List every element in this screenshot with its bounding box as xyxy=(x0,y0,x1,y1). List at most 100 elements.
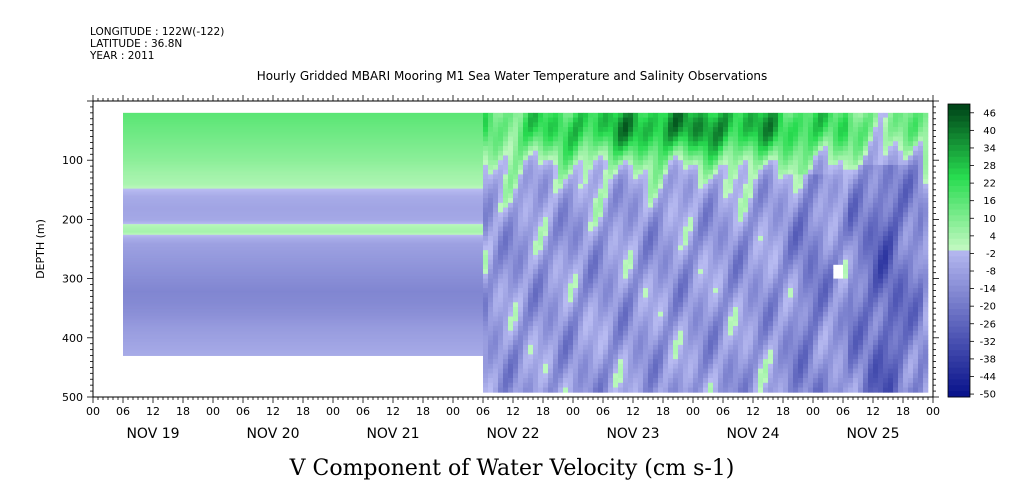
heatmap-cell xyxy=(663,349,669,355)
heatmap-cell xyxy=(788,127,794,133)
heatmap-cell xyxy=(688,368,694,374)
heatmap-cell xyxy=(813,269,819,275)
heatmap-cell xyxy=(573,297,579,303)
heatmap-cell xyxy=(793,164,799,171)
heatmap-cell xyxy=(813,330,819,336)
heatmap-cell xyxy=(508,250,514,256)
heatmap-cell xyxy=(793,363,799,369)
heatmap-cell xyxy=(563,335,569,341)
heatmap-cell xyxy=(533,240,539,246)
heatmap-cell xyxy=(663,292,669,298)
heatmap-cell xyxy=(628,278,634,284)
heatmap-cell xyxy=(878,259,884,265)
heatmap-cell xyxy=(503,155,509,161)
heatmap-cell xyxy=(633,231,639,237)
heatmap-cell xyxy=(693,297,699,303)
heatmap-cell xyxy=(828,117,834,123)
heatmap-cell xyxy=(738,188,744,194)
heatmap-cell xyxy=(538,321,544,327)
heatmap-cell xyxy=(598,131,604,137)
heatmap-cell xyxy=(683,174,689,180)
heatmap-cell xyxy=(553,131,559,137)
heatmap-cell xyxy=(618,307,624,313)
heatmap-cell xyxy=(803,112,809,118)
heatmap-cell xyxy=(668,273,674,279)
heatmap-cell xyxy=(803,288,809,294)
heatmap-cell xyxy=(758,179,764,185)
heatmap-cell xyxy=(693,278,699,284)
heatmap-cell xyxy=(608,198,614,204)
heatmap-cell xyxy=(593,316,599,322)
heatmap-cell xyxy=(773,344,779,351)
heatmap-cell xyxy=(578,250,584,256)
heatmap-cell xyxy=(693,164,699,171)
heatmap-cell xyxy=(683,307,689,313)
heatmap-cell xyxy=(528,340,534,346)
heatmap-cell xyxy=(648,188,654,194)
heatmap-band xyxy=(123,185,483,187)
heatmap-cell xyxy=(718,127,724,133)
heatmap-cell xyxy=(798,359,804,365)
heatmap-cell xyxy=(748,179,754,185)
heatmap-cell xyxy=(578,240,584,246)
heatmap-cell xyxy=(558,368,564,374)
heatmap-band xyxy=(123,137,483,140)
heatmap-cell xyxy=(878,207,884,213)
heatmap-cell xyxy=(678,340,684,346)
heatmap-cell xyxy=(858,302,864,308)
heatmap-cell xyxy=(568,131,574,137)
heatmap-cell xyxy=(648,311,654,317)
heatmap-cell xyxy=(743,145,749,152)
heatmap-cell xyxy=(543,188,549,194)
heatmap-cell xyxy=(833,117,839,123)
heatmap-cell xyxy=(698,245,704,251)
heatmap-cell xyxy=(733,278,739,284)
heatmap-cell xyxy=(668,226,674,232)
heatmap-cell xyxy=(563,160,569,166)
heatmap-cell xyxy=(883,259,889,265)
heatmap-cell xyxy=(718,340,724,346)
heatmap-cell xyxy=(598,179,604,185)
heatmap-cell xyxy=(863,193,869,199)
heatmap-band xyxy=(123,252,483,255)
heatmap-cell xyxy=(483,335,489,341)
heatmap-cell xyxy=(568,117,574,123)
heatmap-cell xyxy=(723,335,729,341)
heatmap-cell xyxy=(738,264,744,270)
heatmap-cell xyxy=(668,368,674,374)
heatmap-cell xyxy=(683,198,689,204)
heatmap-cell xyxy=(883,335,889,341)
heatmap-cell xyxy=(773,325,779,332)
heatmap-cell xyxy=(588,226,594,232)
heatmap-cell xyxy=(608,179,614,185)
heatmap-cell xyxy=(608,259,614,265)
heatmap-cell xyxy=(808,169,814,175)
heatmap-cell xyxy=(788,259,794,265)
heatmap-cell xyxy=(578,264,584,270)
heatmap-cell xyxy=(648,368,654,374)
heatmap-cell xyxy=(688,330,694,336)
heatmap-cell xyxy=(828,288,834,294)
heatmap-cell xyxy=(743,292,749,298)
heatmap-cell xyxy=(558,354,564,360)
heatmap-cell xyxy=(738,145,744,152)
heatmap-cell xyxy=(508,207,514,213)
heatmap-cell xyxy=(803,183,809,190)
heatmap-cell xyxy=(803,373,809,379)
heatmap-cell xyxy=(543,235,549,242)
heatmap-cell xyxy=(683,325,689,332)
heatmap-cell xyxy=(613,226,619,232)
heatmap-band xyxy=(123,237,483,239)
heatmap-cell xyxy=(638,231,644,237)
heatmap-cell xyxy=(533,245,539,251)
heatmap-cell xyxy=(788,164,794,171)
heatmap-cell xyxy=(513,307,519,313)
heatmap-cell xyxy=(808,288,814,294)
heatmap-cell xyxy=(538,259,544,265)
heatmap-cell xyxy=(688,302,694,308)
heatmap-cell xyxy=(743,254,749,261)
heatmap-cell xyxy=(783,112,789,118)
heatmap-cell xyxy=(873,164,879,171)
heatmap-cell xyxy=(633,235,639,242)
heatmap-cell xyxy=(688,354,694,360)
